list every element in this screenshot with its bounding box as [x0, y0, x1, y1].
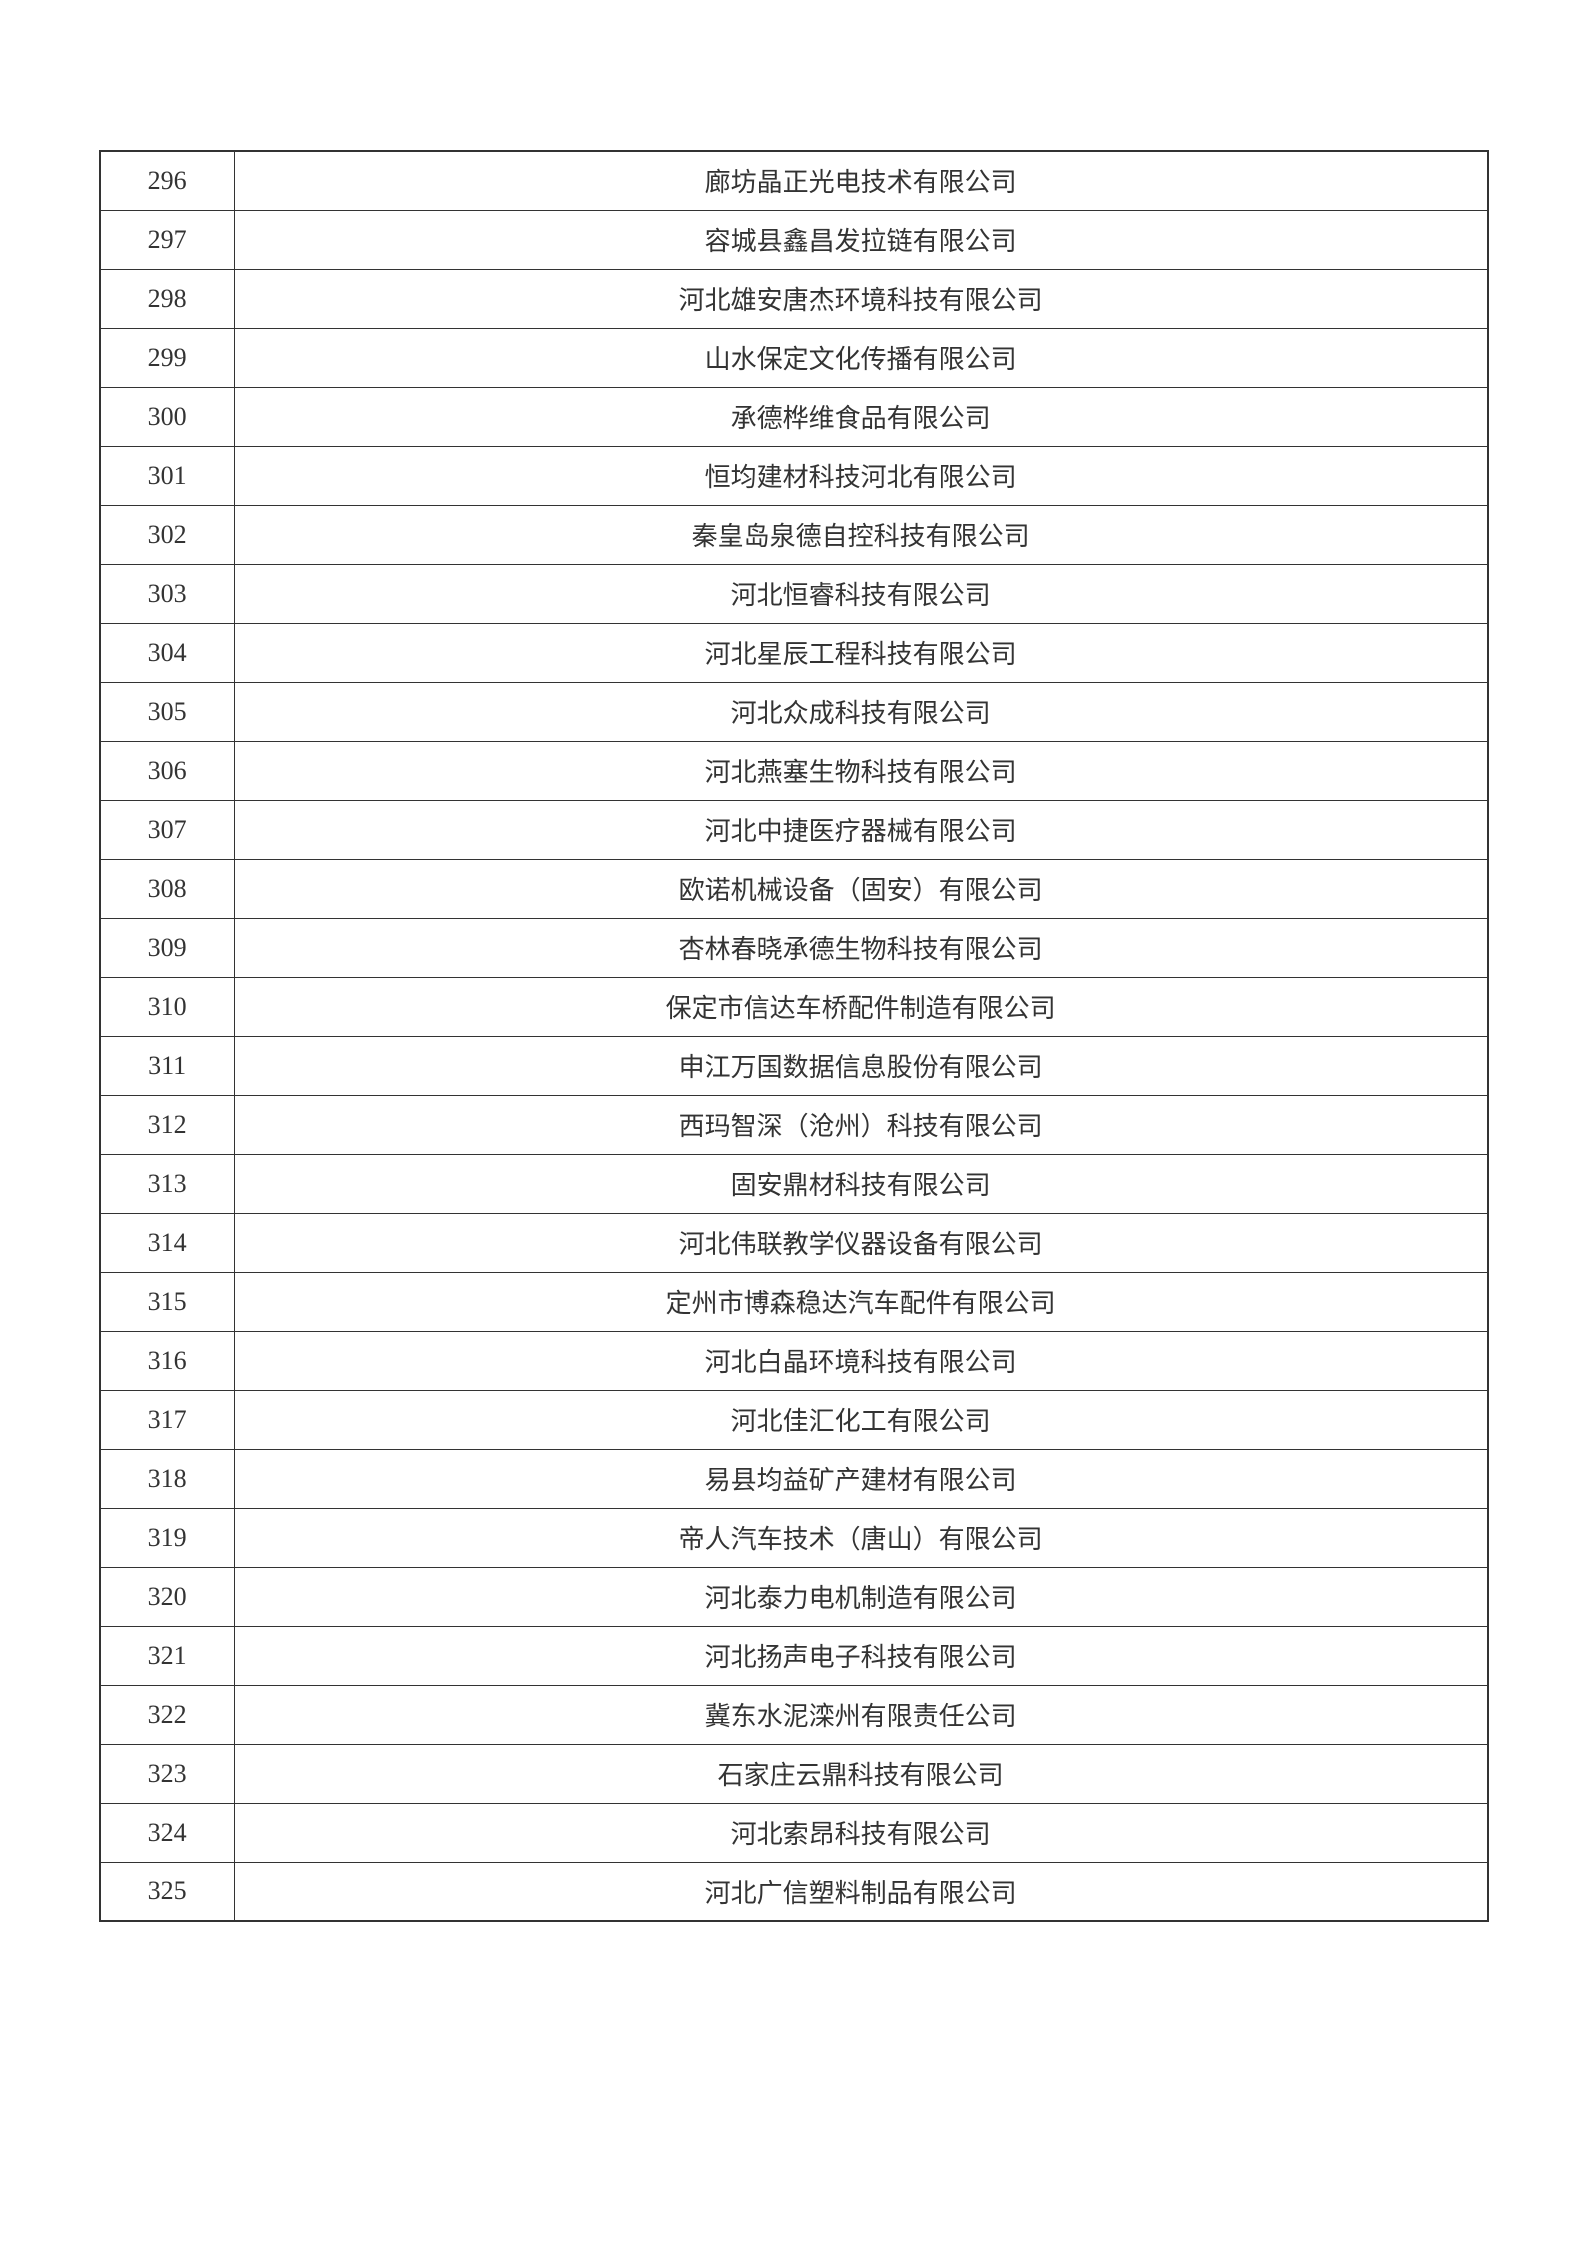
table-container: 296廊坊晶正光电技术有限公司297容城县鑫昌发拉链有限公司298河北雄安唐杰环…: [99, 150, 1489, 2243]
company-name: 石家庄云鼎科技有限公司: [234, 1744, 1487, 1803]
company-name: 河北广信塑料制品有限公司: [234, 1862, 1487, 1921]
company-name: 河北燕塞生物科技有限公司: [234, 741, 1487, 800]
company-name: 河北扬声电子科技有限公司: [234, 1626, 1487, 1685]
table-row: 310保定市信达车桥配件制造有限公司: [100, 977, 1488, 1036]
row-number: 308: [100, 859, 235, 918]
row-number: 321: [100, 1626, 235, 1685]
table-row: 325河北广信塑料制品有限公司: [100, 1862, 1488, 1921]
table-row: 306河北燕塞生物科技有限公司: [100, 741, 1488, 800]
table-row: 300承德桦维食品有限公司: [100, 387, 1488, 446]
table-row: 309杏林春晓承德生物科技有限公司: [100, 918, 1488, 977]
company-name: 河北佳汇化工有限公司: [234, 1390, 1487, 1449]
table-row: 305河北众成科技有限公司: [100, 682, 1488, 741]
table-row: 318易县均益矿产建材有限公司: [100, 1449, 1488, 1508]
table-row: 296廊坊晶正光电技术有限公司: [100, 151, 1488, 210]
row-number: 303: [100, 564, 235, 623]
row-number: 299: [100, 328, 235, 387]
table-row: 319帝人汽车技术（唐山）有限公司: [100, 1508, 1488, 1567]
company-name: 河北泰力电机制造有限公司: [234, 1567, 1487, 1626]
row-number: 319: [100, 1508, 235, 1567]
row-number: 296: [100, 151, 235, 210]
row-number: 307: [100, 800, 235, 859]
table-body: 296廊坊晶正光电技术有限公司297容城县鑫昌发拉链有限公司298河北雄安唐杰环…: [100, 151, 1488, 1921]
row-number: 298: [100, 269, 235, 328]
company-name: 定州市博森稳达汽车配件有限公司: [234, 1272, 1487, 1331]
company-name: 河北白晶环境科技有限公司: [234, 1331, 1487, 1390]
company-name: 恒均建材科技河北有限公司: [234, 446, 1487, 505]
company-name: 易县均益矿产建材有限公司: [234, 1449, 1487, 1508]
company-name: 河北众成科技有限公司: [234, 682, 1487, 741]
company-name: 固安鼎材科技有限公司: [234, 1154, 1487, 1213]
row-number: 325: [100, 1862, 235, 1921]
table-row: 302秦皇岛泉德自控科技有限公司: [100, 505, 1488, 564]
row-number: 310: [100, 977, 235, 1036]
company-name: 帝人汽车技术（唐山）有限公司: [234, 1508, 1487, 1567]
table-row: 320河北泰力电机制造有限公司: [100, 1567, 1488, 1626]
company-name: 西玛智深（沧州）科技有限公司: [234, 1095, 1487, 1154]
row-number: 297: [100, 210, 235, 269]
row-number: 322: [100, 1685, 235, 1744]
table-row: 312西玛智深（沧州）科技有限公司: [100, 1095, 1488, 1154]
table-row: 304河北星辰工程科技有限公司: [100, 623, 1488, 682]
table-row: 317河北佳汇化工有限公司: [100, 1390, 1488, 1449]
row-number: 301: [100, 446, 235, 505]
table-row: 313固安鼎材科技有限公司: [100, 1154, 1488, 1213]
table-row: 314河北伟联教学仪器设备有限公司: [100, 1213, 1488, 1272]
company-name: 承德桦维食品有限公司: [234, 387, 1487, 446]
company-name: 杏林春晓承德生物科技有限公司: [234, 918, 1487, 977]
table-row: 323石家庄云鼎科技有限公司: [100, 1744, 1488, 1803]
company-name: 秦皇岛泉德自控科技有限公司: [234, 505, 1487, 564]
company-name: 河北雄安唐杰环境科技有限公司: [234, 269, 1487, 328]
table-row: 301恒均建材科技河北有限公司: [100, 446, 1488, 505]
table-row: 311申江万国数据信息股份有限公司: [100, 1036, 1488, 1095]
table-row: 321河北扬声电子科技有限公司: [100, 1626, 1488, 1685]
table-row: 297容城县鑫昌发拉链有限公司: [100, 210, 1488, 269]
row-number: 305: [100, 682, 235, 741]
company-name: 保定市信达车桥配件制造有限公司: [234, 977, 1487, 1036]
row-number: 302: [100, 505, 235, 564]
company-name: 冀东水泥滦州有限责任公司: [234, 1685, 1487, 1744]
row-number: 312: [100, 1095, 235, 1154]
row-number: 300: [100, 387, 235, 446]
company-table: 296廊坊晶正光电技术有限公司297容城县鑫昌发拉链有限公司298河北雄安唐杰环…: [99, 150, 1489, 1922]
table-row: 307河北中捷医疗器械有限公司: [100, 800, 1488, 859]
row-number: 320: [100, 1567, 235, 1626]
table-row: 316河北白晶环境科技有限公司: [100, 1331, 1488, 1390]
company-name: 山水保定文化传播有限公司: [234, 328, 1487, 387]
company-name: 河北中捷医疗器械有限公司: [234, 800, 1487, 859]
row-number: 314: [100, 1213, 235, 1272]
table-row: 303河北恒睿科技有限公司: [100, 564, 1488, 623]
row-number: 324: [100, 1803, 235, 1862]
row-number: 323: [100, 1744, 235, 1803]
company-name: 欧诺机械设备（固安）有限公司: [234, 859, 1487, 918]
company-name: 河北索昂科技有限公司: [234, 1803, 1487, 1862]
company-name: 容城县鑫昌发拉链有限公司: [234, 210, 1487, 269]
company-name: 河北恒睿科技有限公司: [234, 564, 1487, 623]
company-name: 申江万国数据信息股份有限公司: [234, 1036, 1487, 1095]
row-number: 316: [100, 1331, 235, 1390]
row-number: 306: [100, 741, 235, 800]
row-number: 311: [100, 1036, 235, 1095]
row-number: 317: [100, 1390, 235, 1449]
company-name: 廊坊晶正光电技术有限公司: [234, 151, 1487, 210]
table-row: 315定州市博森稳达汽车配件有限公司: [100, 1272, 1488, 1331]
row-number: 318: [100, 1449, 235, 1508]
table-row: 324河北索昂科技有限公司: [100, 1803, 1488, 1862]
table-row: 308欧诺机械设备（固安）有限公司: [100, 859, 1488, 918]
row-number: 309: [100, 918, 235, 977]
company-name: 河北星辰工程科技有限公司: [234, 623, 1487, 682]
table-row: 298河北雄安唐杰环境科技有限公司: [100, 269, 1488, 328]
company-name: 河北伟联教学仪器设备有限公司: [234, 1213, 1487, 1272]
table-row: 322冀东水泥滦州有限责任公司: [100, 1685, 1488, 1744]
row-number: 313: [100, 1154, 235, 1213]
table-row: 299山水保定文化传播有限公司: [100, 328, 1488, 387]
row-number: 315: [100, 1272, 235, 1331]
row-number: 304: [100, 623, 235, 682]
